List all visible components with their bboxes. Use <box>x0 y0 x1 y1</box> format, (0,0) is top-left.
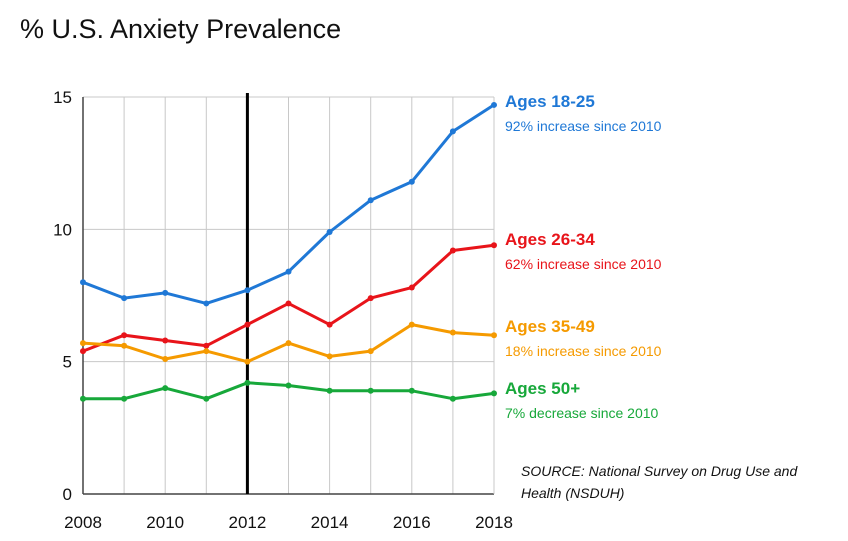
data-point <box>449 329 456 336</box>
chart-title: % U.S. Anxiety Prevalence <box>20 14 342 44</box>
data-point <box>162 337 169 344</box>
data-point <box>367 197 374 204</box>
x-tick-label: 2008 <box>64 513 102 532</box>
data-point <box>491 101 497 108</box>
data-point <box>408 178 415 185</box>
tick-labels: 0 5 10 15 2008 2010 2012 2014 2016 2018 <box>53 88 513 532</box>
data-point <box>367 348 374 355</box>
y-tick-label: 5 <box>63 353 72 372</box>
data-point <box>285 340 292 347</box>
data-point <box>203 348 210 355</box>
series-note-0: 92% increase since 2010 <box>505 118 662 134</box>
x-tick-label: 2016 <box>393 513 431 532</box>
series-note-2: 18% increase since 2010 <box>505 343 662 359</box>
series-group <box>80 101 497 402</box>
data-point <box>367 387 374 394</box>
data-point <box>449 395 456 402</box>
y-tick-label: 10 <box>53 220 72 239</box>
data-point <box>80 348 86 355</box>
data-point <box>449 247 456 254</box>
data-point <box>408 321 415 328</box>
series-label-3: Ages 50+ <box>505 379 580 398</box>
x-tick-label: 2018 <box>475 513 513 532</box>
data-point <box>80 340 86 347</box>
data-point <box>203 342 210 349</box>
data-point <box>121 342 128 349</box>
data-point <box>80 395 86 402</box>
data-point <box>285 300 292 307</box>
data-point <box>203 395 210 402</box>
data-point <box>162 289 169 296</box>
data-point <box>449 128 456 135</box>
data-point <box>491 242 497 249</box>
data-point <box>80 279 86 286</box>
axes <box>82 97 495 495</box>
data-point <box>367 295 374 302</box>
data-point <box>326 321 333 328</box>
series-label-1: Ages 26-34 <box>505 230 595 249</box>
data-point <box>121 295 128 302</box>
y-tick-label: 0 <box>63 485 72 504</box>
data-point <box>244 287 251 294</box>
series-note-3: 7% decrease since 2010 <box>505 405 659 421</box>
series-label-2: Ages 35-49 <box>505 317 595 336</box>
data-point <box>203 300 210 307</box>
source-line-1: SOURCE: National Survey on Drug Use and <box>521 463 798 479</box>
data-point <box>285 268 292 275</box>
data-point <box>162 356 169 363</box>
data-point <box>285 382 292 389</box>
series-labels: Ages 18-25 92% increase since 2010 Ages 26… <box>505 92 662 421</box>
x-tick-label: 2010 <box>146 513 184 532</box>
series-note-1: 62% increase since 2010 <box>505 256 662 272</box>
data-point <box>326 387 333 394</box>
data-point <box>408 284 415 291</box>
data-point <box>491 332 497 339</box>
data-point <box>244 379 251 386</box>
x-tick-label: 2014 <box>311 513 349 532</box>
data-point <box>162 385 169 392</box>
series-label-0: Ages 18-25 <box>505 92 595 111</box>
data-point <box>408 387 415 394</box>
data-point <box>491 390 497 397</box>
data-point <box>326 353 333 360</box>
data-point <box>244 358 251 365</box>
y-tick-label: 15 <box>53 88 72 107</box>
data-point <box>121 395 128 402</box>
source-note: SOURCE: National Survey on Drug Use and … <box>521 460 841 504</box>
source-line-2: Health (NSDUH) <box>521 485 625 501</box>
data-point <box>121 332 128 339</box>
x-tick-label: 2012 <box>228 513 266 532</box>
data-point <box>326 228 333 235</box>
data-point <box>244 321 251 328</box>
